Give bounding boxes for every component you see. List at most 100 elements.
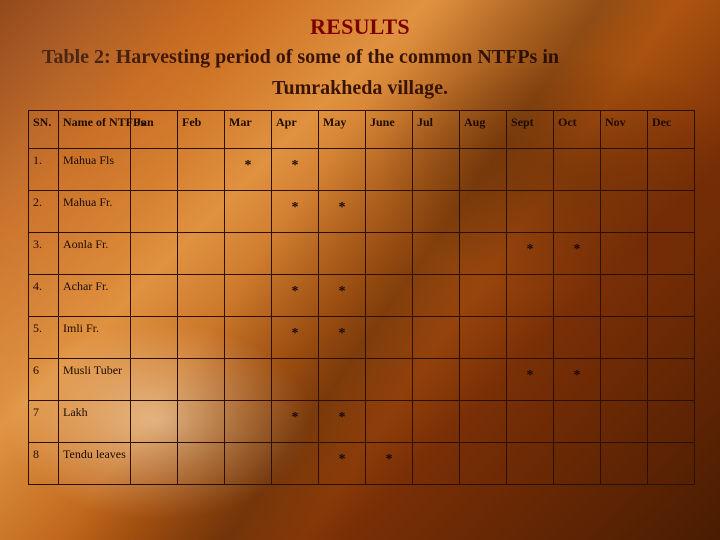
cell-month [601,359,648,401]
cell-month [601,275,648,317]
cell-name: Tendu leaves [59,443,131,485]
table-title-line2: Tumrakheda village. [28,77,692,100]
harvest-marker: * [276,321,314,341]
harvest-marker: * [276,195,314,215]
cell-month [507,401,554,443]
page-heading: RESULTS [28,14,692,40]
cell-month [554,401,601,443]
col-month: May [319,111,366,149]
cell-month [319,233,366,275]
cell-month [460,317,507,359]
cell-month [131,275,178,317]
col-month: Feb [178,111,225,149]
cell-month [178,233,225,275]
cell-month [178,149,225,191]
harvest-marker: * [370,447,408,467]
table-row: 6Musli Tuber ** [29,359,695,401]
col-month: Mar [225,111,272,149]
cell-month [272,359,319,401]
table-row: 2.Mahua Fr.** [29,191,695,233]
table-header-row: SN. Name of NTFPs Jan Feb Mar Apr May Ju… [29,111,695,149]
table-row: 3.Aonla Fr.** [29,233,695,275]
cell-month [413,401,460,443]
cell-month [413,233,460,275]
cell-month: * [554,359,601,401]
cell-sn: 8 [29,443,59,485]
harvest-marker: * [511,363,549,383]
cell-month [554,275,601,317]
cell-month [178,275,225,317]
cell-sn: 5. [29,317,59,359]
cell-month: * [272,275,319,317]
ntfp-table: SN. Name of NTFPs Jan Feb Mar Apr May Ju… [28,110,695,485]
cell-month [225,317,272,359]
cell-month [460,233,507,275]
cell-month [366,149,413,191]
cell-month [460,149,507,191]
cell-name: Musli Tuber [59,359,131,401]
harvest-marker: * [276,153,314,173]
harvest-marker: * [323,321,361,341]
cell-sn: 7 [29,401,59,443]
table-row: 4.Achar Fr.** [29,275,695,317]
cell-month [507,149,554,191]
cell-sn: 1. [29,149,59,191]
cell-month [648,443,695,485]
col-month: Aug [460,111,507,149]
cell-month [648,359,695,401]
cell-month [460,401,507,443]
cell-month [131,191,178,233]
col-month: Nov [601,111,648,149]
slide-root: RESULTS Table 2: Harvesting period of so… [0,0,720,540]
cell-month [178,191,225,233]
cell-month: * [507,359,554,401]
harvest-marker: * [276,405,314,425]
cell-name: Mahua Fr. [59,191,131,233]
cell-month [554,191,601,233]
col-month: June [366,111,413,149]
cell-month [413,149,460,191]
cell-name: Achar Fr. [59,275,131,317]
cell-month [413,275,460,317]
cell-month [225,359,272,401]
cell-month [225,401,272,443]
cell-month [366,359,413,401]
cell-month: * [319,191,366,233]
cell-sn: 6 [29,359,59,401]
cell-month: * [554,233,601,275]
cell-month [225,191,272,233]
col-month: Jan [131,111,178,149]
table-row: 5.Imli Fr.** [29,317,695,359]
table-title-line1: Table 2: Harvesting period of some of th… [42,46,692,69]
cell-month [554,317,601,359]
col-month: Dec [648,111,695,149]
cell-month [413,443,460,485]
col-name: Name of NTFPs [59,111,131,149]
cell-month: * [319,317,366,359]
cell-month [554,149,601,191]
cell-month [225,233,272,275]
harvest-marker: * [229,153,267,173]
cell-month [413,191,460,233]
cell-month [507,443,554,485]
cell-name: Lakh [59,401,131,443]
cell-month [413,359,460,401]
harvest-marker: * [323,195,361,215]
cell-month [601,149,648,191]
table-body: 1.Mahua Fls**2.Mahua Fr.**3.Aonla Fr.**4… [29,149,695,485]
cell-month [131,443,178,485]
cell-month [648,149,695,191]
col-month: Jul [413,111,460,149]
cell-month [601,443,648,485]
col-month: Apr [272,111,319,149]
cell-month [366,317,413,359]
harvest-marker: * [558,237,596,257]
cell-month [225,443,272,485]
cell-month [460,275,507,317]
table-row: 7Lakh** [29,401,695,443]
harvest-marker: * [323,279,361,299]
cell-month [601,401,648,443]
cell-month [366,233,413,275]
cell-month: * [272,317,319,359]
cell-month [601,233,648,275]
